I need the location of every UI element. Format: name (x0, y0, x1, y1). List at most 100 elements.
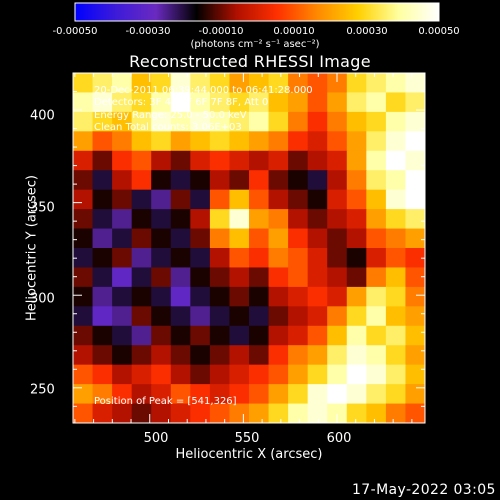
heatmap-cell (268, 364, 289, 385)
heatmap-cell (288, 189, 309, 210)
heatmap-cell (307, 209, 328, 230)
heatmap-cell (288, 170, 309, 191)
heatmap-cell (229, 170, 250, 191)
heatmap-cell (131, 228, 152, 249)
heatmap-cell (112, 189, 133, 210)
heatmap-cell (405, 286, 425, 307)
heatmap-cell (190, 150, 211, 171)
heatmap-cell (385, 228, 407, 249)
peak-position-label: Position of Peak = [541,326] (94, 396, 237, 407)
heatmap-cell (346, 267, 367, 288)
heatmap-cell (405, 131, 425, 152)
heatmap-cell (190, 170, 211, 191)
heatmap-cell (366, 150, 387, 171)
heatmap-cell (190, 267, 211, 288)
heatmap-cell (307, 325, 328, 346)
heatmap-cell (385, 189, 407, 210)
colorbar-units: (photons cm⁻² s⁻¹ asec⁻²) (190, 39, 320, 50)
heatmap-cell (385, 248, 407, 269)
colorbar-tick-label: -0.00010 (198, 26, 244, 37)
heatmap-cell (190, 189, 211, 210)
heatmap-cell (405, 189, 425, 210)
heatmap-cell (92, 345, 113, 366)
heatmap-cell (131, 286, 152, 307)
heatmap-cell (385, 111, 407, 132)
heatmap-cell (151, 131, 172, 152)
heatmap-cell (288, 228, 309, 249)
heatmap-cell (385, 209, 407, 230)
heatmap-cell (268, 325, 289, 346)
heatmap-cell (92, 131, 113, 152)
heatmap-cell (170, 228, 191, 249)
info-clean-counts: Clean Total counts: 3.06E+03 (94, 122, 242, 133)
heatmap-cell (327, 345, 348, 366)
y-tick-label: 400 (30, 108, 55, 124)
heatmap-cell (229, 228, 250, 249)
heatmap-cell (346, 286, 367, 307)
heatmap-cell (288, 267, 309, 288)
heatmap-cell (209, 209, 231, 230)
heatmap-cell (229, 325, 250, 346)
heatmap-cell (346, 228, 367, 249)
heatmap-cell (249, 345, 270, 366)
heatmap-cell (385, 345, 407, 366)
heatmap-cell (307, 228, 328, 249)
heatmap-cell (366, 403, 387, 423)
heatmap-cell (249, 384, 270, 405)
heatmap-cell (170, 150, 191, 171)
heatmap-cell (346, 306, 367, 327)
heatmap-cell (366, 111, 387, 132)
heatmap-cell (385, 286, 407, 307)
heatmap-cell (209, 325, 231, 346)
heatmap-cell (405, 403, 425, 423)
heatmap-cell (190, 345, 211, 366)
heatmap-cell (405, 228, 425, 249)
heatmap-cell (73, 306, 94, 327)
heatmap-cell (249, 286, 270, 307)
heatmap-cell (307, 384, 328, 405)
heatmap-cell (131, 150, 152, 171)
heatmap-cell (366, 189, 387, 210)
heatmap-cell (288, 306, 309, 327)
heatmap-cell (73, 325, 94, 346)
heatmap-cell (346, 189, 367, 210)
heatmap-cell (327, 111, 348, 132)
heatmap-cell (190, 228, 211, 249)
heatmap-cell (366, 345, 387, 366)
heatmap-cell (346, 111, 367, 132)
heatmap-cell (327, 92, 348, 113)
heatmap-cell (151, 267, 172, 288)
heatmap-cell (131, 306, 152, 327)
x-tick-label: 500 (143, 431, 169, 446)
heatmap-cell (112, 209, 133, 230)
heatmap-cell (405, 248, 425, 269)
heatmap-cell (151, 209, 172, 230)
heatmap-cell (73, 131, 94, 152)
heatmap-cell (112, 345, 133, 366)
heatmap-cell (385, 403, 407, 423)
heatmap-cell (249, 150, 270, 171)
heatmap-cell (190, 286, 211, 307)
heatmap-cell (151, 325, 172, 346)
heatmap-cell (73, 189, 94, 210)
heatmap-cell (170, 364, 191, 385)
heatmap-cell (366, 170, 387, 191)
heatmap-cell (190, 364, 211, 385)
heatmap-cell (131, 267, 152, 288)
heatmap-cell (209, 345, 231, 366)
heatmap-cell (268, 267, 289, 288)
x-tick-label: 550 (234, 431, 260, 446)
heatmap-cell (209, 170, 231, 191)
y-axis-label: Heliocentric Y (arcsec) (24, 175, 40, 321)
heatmap-cell (249, 267, 270, 288)
heatmap-cell (346, 403, 367, 423)
heatmap-cell (112, 267, 133, 288)
x-tick-label: 600 (326, 431, 352, 446)
heatmap-cell (327, 189, 348, 210)
heatmap-cell (73, 248, 94, 269)
colorbar-tick-label: 0.00030 (346, 26, 388, 37)
heatmap-cell (307, 306, 328, 327)
heatmap-cell (73, 364, 94, 385)
heatmap-cell (307, 189, 328, 210)
heatmap-cell (327, 248, 348, 269)
